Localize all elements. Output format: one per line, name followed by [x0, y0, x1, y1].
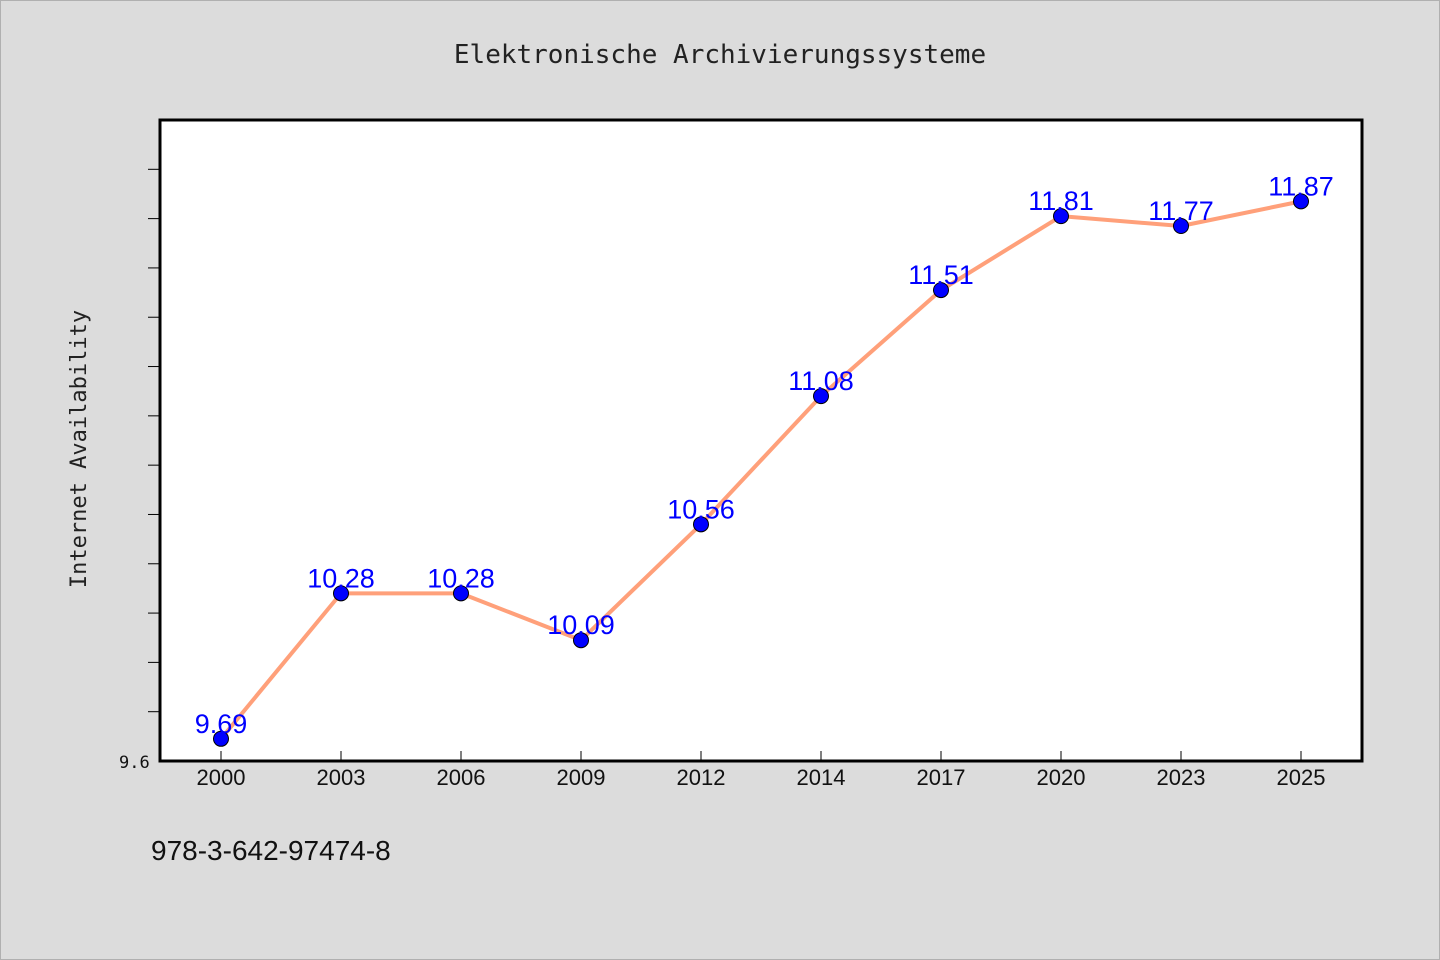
- data-label: 11.77: [1148, 196, 1214, 226]
- x-tick-label: 2009: [557, 765, 606, 790]
- x-tick-label: 2023: [1157, 765, 1206, 790]
- data-point: [573, 632, 589, 649]
- data-label: 10.28: [307, 563, 375, 593]
- x-tick-label: 2003: [317, 765, 366, 790]
- data-label: 11.08: [788, 366, 854, 396]
- series-line-path: [219, 199, 1303, 741]
- x-tick-label: 2006: [437, 765, 486, 790]
- data-label: 10.28: [427, 563, 495, 593]
- x-tick-label: 2014: [797, 765, 846, 790]
- y-axis-tick-label: 9.6: [119, 753, 150, 773]
- data-label: 9.69: [195, 709, 248, 739]
- chart-title: Elektronische Archivierungssysteme: [454, 40, 986, 70]
- x-axis-ticks: [220, 751, 1302, 761]
- x-tick-label: 2020: [1037, 765, 1086, 790]
- x-axis-tick-labels: 2000 2003 2006 2009 2012 2014 2017 2020 2023 2025: [197, 765, 1326, 790]
- x-tick-label: 2017: [917, 765, 966, 790]
- isbn-text: 978-3-642-97474-8: [151, 835, 391, 866]
- data-point: [333, 585, 349, 602]
- data-point: [1293, 193, 1309, 210]
- data-label: 11.51: [908, 260, 974, 290]
- series-line: [219, 199, 1303, 741]
- data-point: [453, 585, 469, 602]
- data-label: 10.56: [667, 494, 735, 524]
- y-axis-label: Internet Availability: [67, 310, 92, 588]
- series-markers: [213, 193, 1309, 747]
- x-tick-label: 2000: [197, 765, 246, 790]
- data-point: [1053, 208, 1069, 225]
- data-label: 10.09: [547, 610, 615, 640]
- data-labels: 9.69 10.28 10.28 10.09 10.56 11.08 11.51 11.81 1…: [195, 171, 1334, 738]
- plot-area: [158, 118, 1364, 763]
- x-tick-label: 2025: [1277, 765, 1326, 790]
- data-point: [1173, 218, 1189, 235]
- data-label: 11.81: [1028, 186, 1094, 216]
- data-point: [813, 388, 829, 405]
- data-point: [213, 730, 229, 747]
- data-point: [933, 282, 949, 299]
- data-label: 11.87: [1268, 171, 1334, 201]
- x-tick-label: 2012: [677, 765, 726, 790]
- data-point: [693, 516, 709, 533]
- y-axis-ticks: [148, 168, 160, 713]
